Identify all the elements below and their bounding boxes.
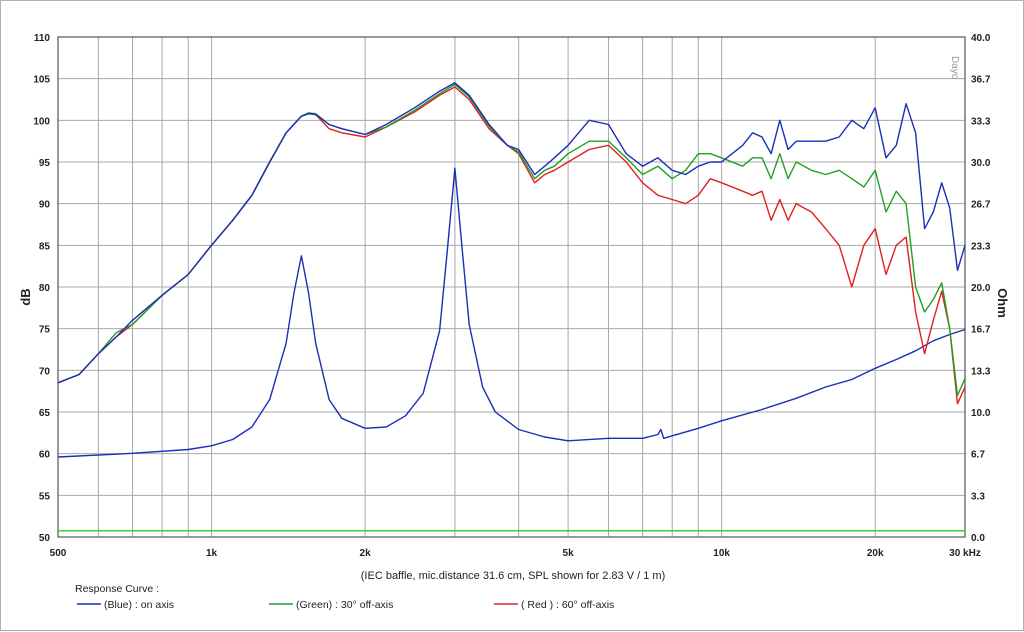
y-tick-label: 80 bbox=[39, 283, 51, 294]
legend-item-green: (Green) : 30° off-axis bbox=[269, 599, 393, 611]
y2-tick-label: 3.3 bbox=[971, 491, 985, 502]
y-tick-label: 90 bbox=[39, 200, 51, 211]
legend-item-blue: (Blue) : on axis bbox=[77, 599, 174, 611]
y2-tick-label: 33.3 bbox=[971, 116, 991, 127]
x-tick-label: 20k bbox=[867, 548, 884, 559]
y2-tick-label: 0.0 bbox=[971, 533, 985, 544]
x-tick-label: 30 kHz bbox=[949, 548, 981, 559]
y2-tick-label: 26.7 bbox=[971, 200, 991, 211]
y-tick-label: 70 bbox=[39, 366, 51, 377]
x-tick-label: 10k bbox=[713, 548, 730, 559]
y2-tick-label: 16.7 bbox=[971, 325, 991, 336]
y-tick-label: 100 bbox=[33, 116, 50, 127]
x-tick-label: 500 bbox=[50, 548, 67, 559]
plot-border bbox=[57, 36, 966, 538]
curve-blue-on-axis bbox=[57, 82, 966, 384]
y-tick-label: 50 bbox=[39, 533, 51, 544]
grid-layer bbox=[57, 36, 966, 538]
curves-layer bbox=[57, 82, 966, 532]
x-tick-label: 1k bbox=[206, 548, 218, 559]
labels-layer: 110 105 100 95 90 85 80 75 70 65 60 55 50 40.0 36.7 33.… bbox=[33, 33, 991, 559]
curve-impedance bbox=[57, 167, 966, 458]
y2-tick-label: 20.0 bbox=[971, 283, 991, 294]
y2-tick-label: 30.0 bbox=[971, 158, 991, 169]
y-tick-label: 85 bbox=[39, 241, 51, 252]
legend-label-blue: (Blue) : on axis bbox=[104, 599, 174, 611]
y2-tick-label: 40.0 bbox=[971, 33, 991, 44]
y2-tick-label: 6.7 bbox=[971, 450, 985, 461]
y-tick-label: 95 bbox=[39, 158, 51, 169]
x-tick-label: 2k bbox=[360, 548, 372, 559]
legend-label-red: ( Red ) : 60° off-axis bbox=[521, 599, 614, 611]
y-axis-label: dB bbox=[18, 288, 33, 305]
y-tick-label: 55 bbox=[39, 491, 51, 502]
y2-tick-label: 10.0 bbox=[971, 408, 991, 419]
y-tick-label: 75 bbox=[39, 325, 51, 336]
legend-item-red: ( Red ) : 60° off-axis bbox=[494, 599, 614, 611]
x-axis-caption: (IEC baffle, mic.distance 31.6 cm, SPL s… bbox=[361, 570, 665, 582]
y-tick-label: 65 bbox=[39, 408, 51, 419]
watermark: Dayo bbox=[949, 56, 960, 80]
legend-label-green: (Green) : 30° off-axis bbox=[296, 599, 393, 611]
y-tick-label: 60 bbox=[39, 450, 51, 461]
y2-axis-label: Ohm bbox=[995, 288, 1010, 318]
y2-tick-label: 36.7 bbox=[971, 75, 991, 86]
x-tick-label: 5k bbox=[563, 548, 575, 559]
legend-title: Response Curve : bbox=[75, 583, 159, 595]
y-tick-label: 105 bbox=[33, 75, 50, 86]
y-tick-label: 110 bbox=[34, 33, 51, 44]
y2-tick-label: 13.3 bbox=[971, 366, 991, 377]
y2-tick-label: 23.3 bbox=[971, 241, 991, 252]
